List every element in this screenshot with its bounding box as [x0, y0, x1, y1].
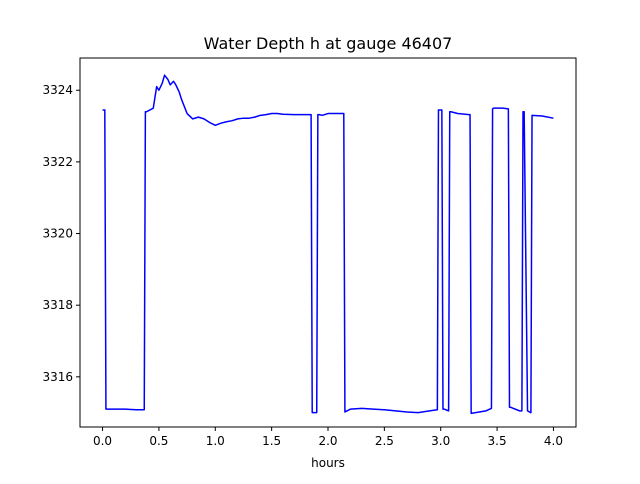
x-tick-label: 0.5 — [149, 434, 168, 448]
chart-title: Water Depth h at gauge 46407 — [204, 34, 453, 53]
x-tick-label: 2.5 — [375, 434, 394, 448]
y-tick-label: 3318 — [42, 298, 73, 312]
y-tick-label: 3322 — [42, 155, 73, 169]
x-tick-label: 1.0 — [206, 434, 225, 448]
x-tick-label: 0.0 — [93, 434, 112, 448]
axis-ticks: 0.0 0.5 1.0 1.5 2.0 2.5 3.0 3.5 4.0 3316 3318 3320 3… — [42, 83, 563, 448]
series-line-0 — [102, 74, 554, 415]
x-tick-label: 1.5 — [262, 434, 281, 448]
x-tick-label: 3.0 — [431, 434, 450, 448]
y-tick-label: 3316 — [42, 370, 73, 384]
x-tick-label: 2.0 — [318, 434, 337, 448]
x-axis-label: hours — [311, 456, 345, 470]
plot-area — [102, 74, 554, 415]
axes-frame — [79, 57, 577, 428]
y-tick-label: 3320 — [42, 227, 73, 241]
x-tick-label: 4.0 — [544, 434, 563, 448]
x-tick-label: 3.5 — [488, 434, 507, 448]
y-tick-label: 3324 — [42, 83, 73, 97]
